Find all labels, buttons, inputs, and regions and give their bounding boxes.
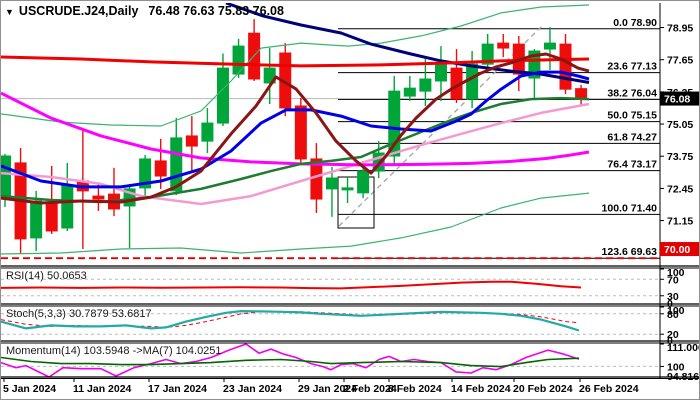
time-tick-label: 23 Jan 2024 [223, 383, 282, 395]
price-tick-label: 73.75 [667, 151, 693, 163]
trendline-dashed [338, 24, 544, 227]
candle-body [232, 45, 245, 75]
fib-label-0.0: 0.0 78.90 [613, 17, 657, 29]
annotation-box [337, 176, 375, 229]
candle-body [45, 202, 58, 232]
candle-body [61, 185, 74, 229]
price-tick-label: 75.05 [667, 119, 693, 131]
candle-body [357, 170, 370, 194]
fib-label-76.4: 76.4 73.17 [607, 159, 657, 171]
time-tick-label: 11 Jan 2024 [73, 383, 132, 395]
chart-ohlc-values: 76.48 76.63 75.83 76.08 [148, 4, 284, 18]
price-tick-label: 78.95 [667, 23, 693, 35]
momentum-axis-label: 100 [667, 361, 685, 373]
chart-title: ▼ USCRUDE.J24,Daily 76.48 76.63 75.83 76.0… [5, 4, 284, 18]
candles-series [1, 19, 588, 254]
fib-label-50.0: 50.0 75.15 [607, 110, 657, 122]
time-tick-label: 8 Feb 2024 [388, 383, 442, 395]
momentum-line-0 [1, 343, 580, 377]
ma-maroon [1, 52, 590, 205]
candle-body [170, 137, 183, 192]
ma-red [1, 55, 590, 68]
candle-body [341, 187, 354, 191]
candle-body [403, 87, 416, 97]
candle-body [575, 88, 588, 100]
stoch-axis-label: 100 [667, 305, 685, 317]
momentum-axis-label: 111.0068 [667, 342, 700, 354]
price-tick-label: 71.15 [667, 216, 693, 228]
bollinger-lower-band [1, 192, 590, 255]
fib-label-23.6: 23.6 77.13 [607, 61, 657, 73]
candle-body [92, 195, 105, 200]
chart-collapse-icon[interactable]: ▼ [5, 7, 14, 17]
candle-body [30, 200, 43, 239]
fib-label-61.8: 61.8 74.27 [607, 131, 657, 143]
time-tick-label: 26 Feb 2024 [579, 383, 639, 395]
rsi-axis-label: 70 [667, 274, 679, 286]
price-tick-label: 72.45 [667, 183, 693, 195]
rsi-axis-label: 30 [667, 291, 679, 303]
fib-label-123.6: 123.6 69.63 [602, 246, 658, 258]
stoch-axis-label: 20 [667, 329, 679, 341]
momentum-label: Momentum(14) 103.5948 ->MA(7) 104.0251 [6, 345, 222, 357]
candle-body [294, 105, 307, 160]
ma-navy [225, 3, 590, 84]
candle-body [466, 63, 479, 100]
candle-body [325, 177, 338, 190]
stoch-line-1 [1, 310, 580, 332]
candle-body [263, 67, 276, 84]
rsi-axis-label: 100 [667, 267, 685, 279]
momentum-line-1 [1, 356, 580, 368]
price-tick-label: 77.65 [667, 55, 693, 67]
stoch-label: Stoch(5,3,3) 30.7879 53.6817 [6, 308, 152, 320]
stoch-axis-label: 80 [667, 309, 679, 321]
time-tick-label: 17 Jan 2024 [148, 383, 207, 395]
candle-body [139, 158, 152, 189]
ma-magenta [1, 91, 590, 167]
time-tick-label: 20 Feb 2024 [513, 383, 573, 395]
candle-body [388, 90, 401, 157]
alert-price-badge [660, 242, 699, 257]
candle-body [1, 155, 11, 199]
current-price-badge [660, 91, 699, 106]
ma-blue [1, 70, 590, 189]
rsi-panel[interactable] [1, 278, 660, 297]
candle-body [185, 135, 198, 147]
candle-body [497, 42, 510, 49]
momentum-panel[interactable] [1, 343, 660, 377]
candle-body [559, 43, 572, 90]
fib-label-38.2: 38.2 76.04 [607, 88, 657, 100]
fib-label-100.0: 100.0 71.40 [602, 202, 658, 214]
candle-body [419, 78, 432, 92]
price-axis[interactable]: 78.9577.6576.3575.0573.7572.4571.1576.08… [659, 3, 700, 383]
candle-body [528, 50, 541, 79]
time-tick-label: 2 Feb 2024 [343, 383, 397, 395]
main-chart-panel[interactable] [1, 3, 660, 260]
candle-body [201, 122, 214, 142]
candle-body [216, 67, 229, 124]
candle-body [154, 160, 167, 177]
current-price-badge-text: 76.08 [664, 94, 690, 106]
bollinger-upper-band [1, 4, 590, 127]
stoch-panel[interactable] [1, 310, 660, 335]
alert-price-badge-text: 70.00 [664, 244, 690, 256]
candle-body [434, 63, 447, 82]
time-tick-label: 5 Jan 2024 [3, 383, 56, 395]
rsi-line-0 [1, 280, 582, 290]
time-tick-label: 14 Feb 2024 [451, 383, 511, 395]
chart-symbol-period: USCRUDE.J24,Daily [18, 4, 139, 18]
time-tick-label: 29 Jan 2024 [298, 383, 357, 395]
candle-body [372, 152, 385, 172]
candle-body [481, 43, 494, 65]
time-axis[interactable]: 5 Jan 2024 11 Jan 2024 17 Jan 2024 23 Jan 2… [3, 378, 639, 396]
rsi-label: RSI(14) 50.0653 [6, 270, 87, 282]
candle-body [543, 42, 556, 50]
